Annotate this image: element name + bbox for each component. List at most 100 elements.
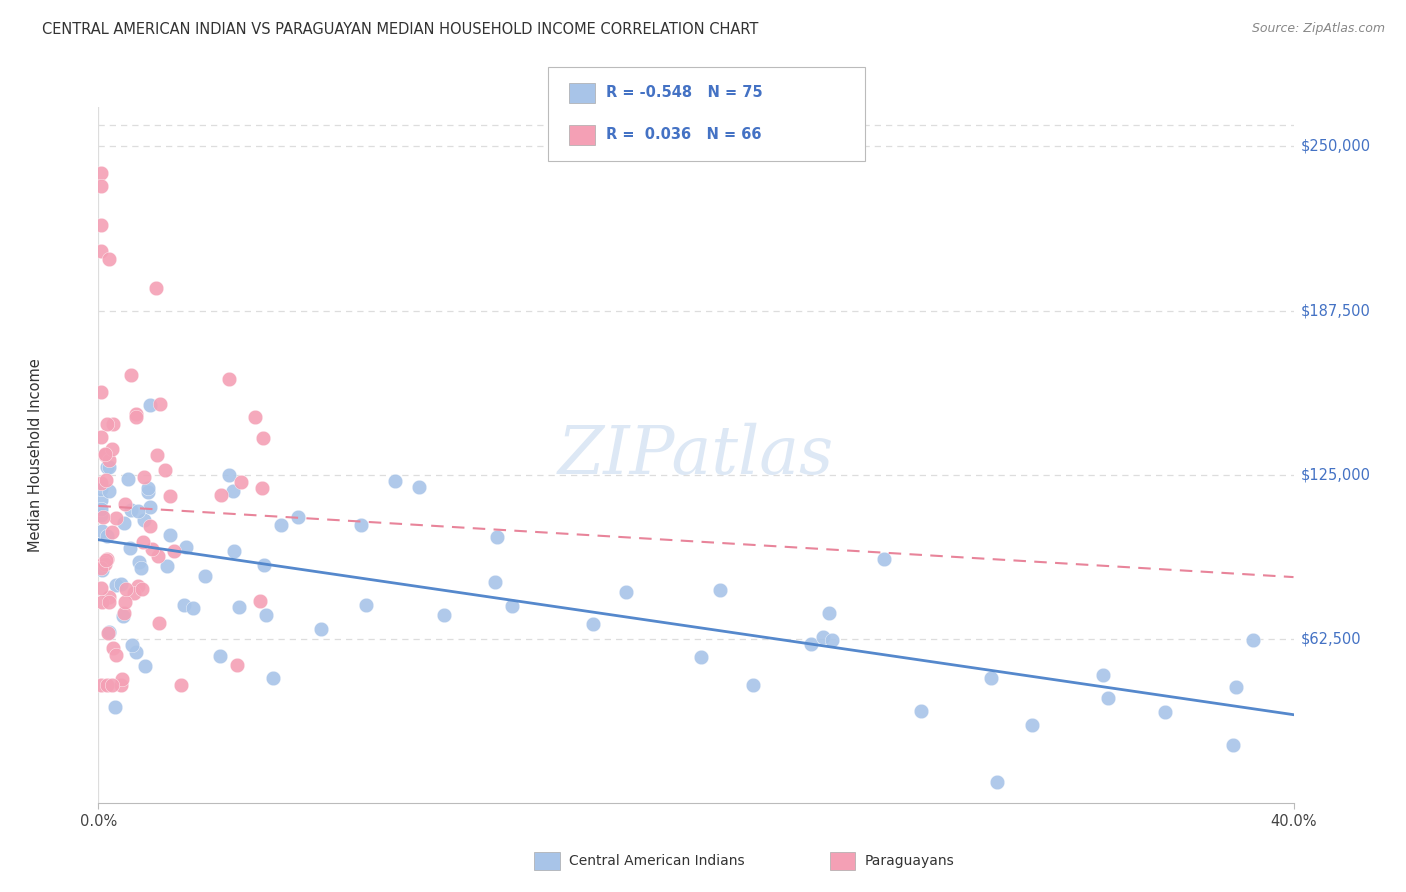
Point	[98, 595, 121, 609]
Point	[163, 544, 186, 558]
Point	[100, 442, 122, 457]
Point	[93, 557, 115, 571]
Point	[156, 559, 179, 574]
Point	[97, 252, 120, 266]
Point	[131, 582, 153, 597]
Point	[433, 607, 456, 622]
Point	[97, 624, 120, 639]
Point	[800, 637, 823, 651]
Point	[484, 574, 506, 589]
Point	[111, 672, 134, 686]
Point	[1097, 691, 1119, 706]
Point	[689, 650, 711, 665]
Point	[811, 630, 834, 644]
Point	[209, 649, 232, 664]
Point	[709, 583, 731, 598]
Point	[90, 475, 112, 490]
Point	[136, 481, 159, 495]
Point	[222, 543, 245, 558]
Point	[134, 659, 156, 673]
Point	[97, 591, 120, 605]
Point	[1225, 680, 1247, 694]
Point	[170, 678, 193, 692]
Point	[136, 485, 159, 500]
Point	[112, 607, 135, 621]
Point	[1222, 738, 1244, 752]
Point	[384, 475, 406, 489]
Point	[148, 616, 170, 631]
Point	[91, 509, 114, 524]
Point	[218, 371, 240, 385]
Point	[980, 671, 1002, 685]
Point	[159, 527, 181, 541]
Text: ZIPatlas: ZIPatlas	[558, 422, 834, 488]
Point	[114, 595, 136, 609]
Point	[110, 678, 132, 692]
Point	[254, 608, 277, 623]
Point	[153, 463, 176, 477]
Point	[90, 502, 112, 516]
Text: Central American Indians: Central American Indians	[569, 854, 745, 868]
Point	[582, 617, 605, 632]
Point	[127, 579, 149, 593]
Point	[120, 503, 142, 517]
Point	[117, 472, 139, 486]
Point	[986, 774, 1008, 789]
Point	[124, 410, 146, 425]
Point	[104, 510, 127, 524]
Point	[139, 398, 162, 412]
Point	[253, 558, 276, 573]
Point	[115, 582, 138, 596]
Point	[90, 508, 112, 522]
Point	[134, 469, 156, 483]
Point	[183, 600, 205, 615]
Point	[101, 524, 124, 539]
Point	[114, 497, 136, 511]
Point	[742, 678, 765, 692]
Point	[194, 568, 217, 582]
Point	[90, 482, 112, 496]
Point	[103, 640, 125, 655]
Point	[110, 577, 132, 591]
Point	[252, 431, 274, 445]
Point	[486, 530, 509, 544]
Point	[159, 489, 181, 503]
Point	[120, 368, 142, 382]
Point	[90, 492, 112, 507]
Point	[90, 595, 112, 609]
Point	[96, 678, 118, 692]
Point	[1154, 706, 1177, 720]
Point	[1091, 668, 1114, 682]
Text: CENTRAL AMERICAN INDIAN VS PARAGUAYAN MEDIAN HOUSEHOLD INCOME CORRELATION CHART: CENTRAL AMERICAN INDIAN VS PARAGUAYAN ME…	[42, 22, 759, 37]
Point	[94, 473, 117, 487]
Text: $125,000: $125,000	[1301, 467, 1371, 482]
Point	[98, 453, 121, 467]
Text: Paraguayans: Paraguayans	[865, 854, 955, 868]
Point	[90, 178, 112, 193]
Point	[97, 484, 120, 499]
Point	[139, 518, 162, 533]
Point	[252, 482, 274, 496]
Point	[173, 599, 195, 613]
Point	[93, 447, 115, 461]
Point	[97, 626, 120, 640]
Point	[821, 632, 844, 647]
Point	[209, 488, 232, 502]
Point	[127, 504, 149, 518]
Point	[94, 553, 117, 567]
Point	[229, 475, 252, 489]
Point	[349, 518, 371, 533]
Point	[96, 417, 118, 432]
Point	[90, 563, 112, 577]
Point	[249, 594, 271, 608]
Point	[501, 599, 523, 613]
Point	[309, 622, 332, 636]
Point	[1021, 717, 1043, 731]
Point	[93, 555, 115, 569]
Point	[122, 586, 145, 600]
Point	[101, 417, 124, 431]
Point	[225, 657, 247, 672]
Point	[90, 430, 112, 444]
Point	[90, 678, 112, 692]
Point	[125, 645, 148, 659]
